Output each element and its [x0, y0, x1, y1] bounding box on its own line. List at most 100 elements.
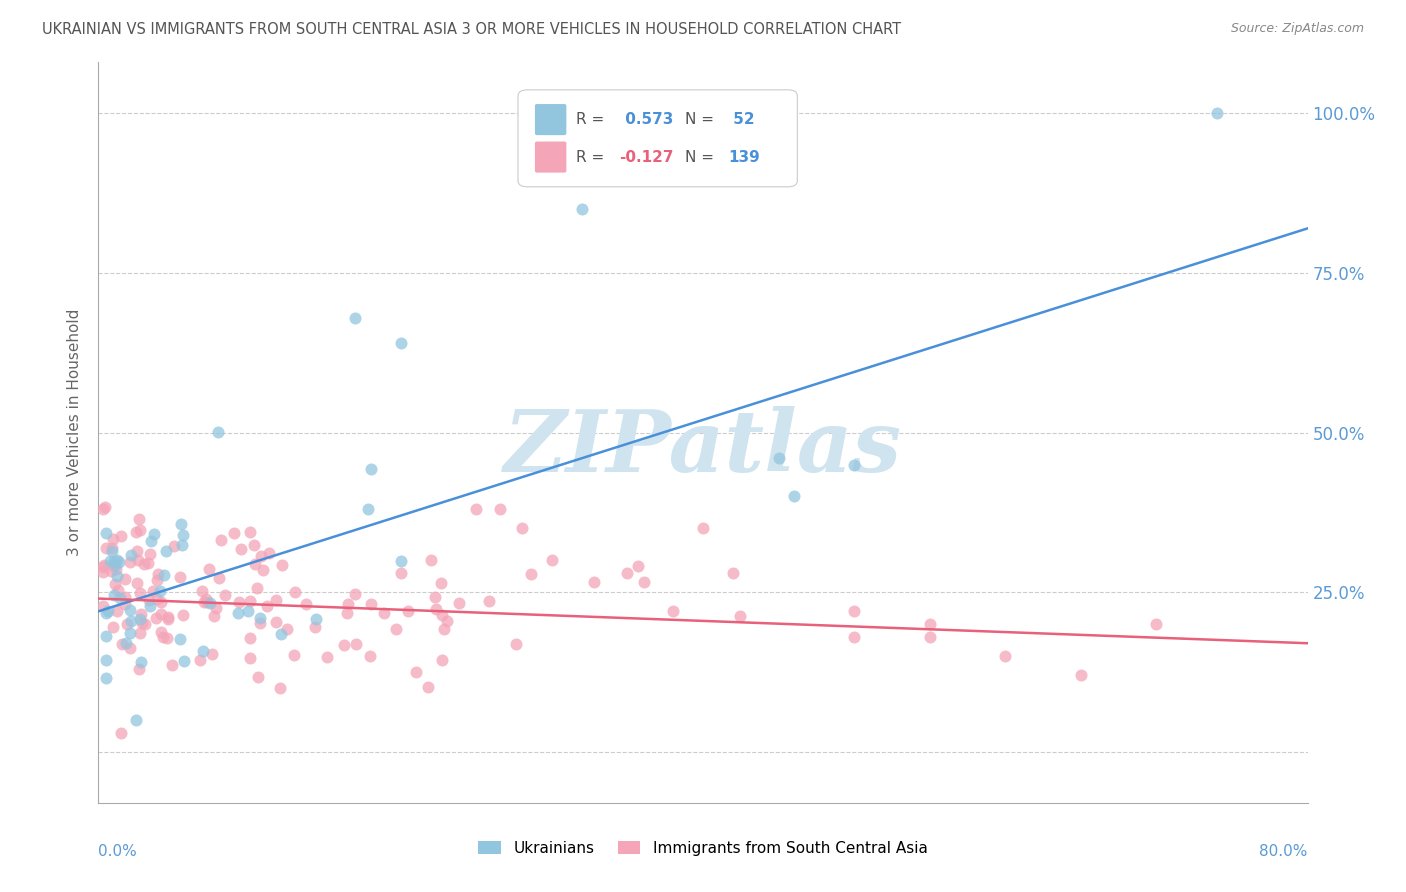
Point: [118, 603, 141, 617]
Point: [93, 500, 115, 515]
Point: [256, 599, 278, 614]
Point: [204, 601, 226, 615]
Point: [117, 616, 139, 631]
Point: [336, 597, 359, 611]
Point: [105, 604, 128, 618]
Text: Source: ZipAtlas.com: Source: ZipAtlas.com: [1230, 22, 1364, 36]
Text: ZIPatlas: ZIPatlas: [503, 406, 903, 489]
Point: [91, 501, 114, 516]
Point: [304, 620, 326, 634]
Point: [994, 648, 1017, 663]
Point: [91, 560, 114, 574]
Point: [129, 523, 152, 537]
Point: [510, 521, 533, 535]
Point: [436, 614, 458, 628]
Point: [478, 594, 501, 608]
Point: [207, 425, 229, 439]
Point: [118, 626, 141, 640]
Text: R =: R =: [576, 150, 609, 164]
Point: [202, 608, 225, 623]
Point: [246, 581, 269, 595]
Point: [129, 626, 152, 640]
Point: [169, 632, 191, 646]
Point: [198, 597, 221, 611]
Point: [136, 556, 159, 570]
Point: [103, 554, 125, 568]
Point: [101, 544, 124, 558]
Point: [120, 614, 142, 628]
Point: [107, 555, 129, 569]
Point: [228, 594, 250, 608]
Point: [94, 653, 117, 667]
Point: [360, 462, 382, 476]
Point: [783, 490, 806, 504]
Point: [128, 612, 150, 626]
Point: [91, 599, 114, 614]
Point: [633, 575, 655, 590]
Point: [138, 592, 160, 607]
Point: [125, 544, 148, 558]
Point: [844, 604, 866, 618]
Point: [209, 533, 232, 547]
Point: [170, 538, 193, 552]
Point: [103, 588, 125, 602]
Point: [259, 546, 281, 560]
Point: [270, 627, 292, 641]
Point: [269, 681, 291, 695]
Point: [239, 632, 262, 646]
Point: [153, 568, 176, 582]
Point: [156, 631, 179, 645]
Text: R =: R =: [576, 112, 609, 127]
Point: [110, 529, 132, 543]
Point: [156, 610, 179, 624]
Point: [226, 606, 249, 620]
Point: [264, 615, 287, 629]
Point: [120, 548, 142, 562]
Point: [152, 630, 174, 644]
Point: [128, 512, 150, 526]
Point: [139, 534, 162, 549]
Point: [111, 636, 134, 650]
Point: [146, 591, 169, 606]
Point: [243, 558, 266, 572]
Point: [169, 570, 191, 584]
Point: [239, 594, 262, 608]
FancyBboxPatch shape: [517, 90, 797, 186]
Point: [103, 620, 125, 634]
Point: [198, 562, 221, 576]
Point: [134, 617, 156, 632]
Point: [98, 554, 121, 568]
Point: [142, 526, 165, 541]
Point: [373, 607, 395, 621]
Point: [246, 670, 269, 684]
Point: [389, 336, 412, 351]
Point: [305, 612, 328, 626]
Point: [238, 604, 260, 618]
Point: [249, 611, 271, 625]
Point: [100, 541, 122, 556]
Point: [125, 525, 148, 540]
Point: [141, 583, 163, 598]
Point: [94, 629, 117, 643]
Point: [172, 607, 194, 622]
Point: [344, 636, 367, 650]
Point: [101, 533, 124, 547]
Point: [145, 611, 167, 625]
Point: [139, 547, 162, 561]
Point: [316, 649, 339, 664]
Point: [173, 654, 195, 668]
Point: [616, 566, 638, 580]
Point: [520, 567, 543, 582]
Point: [114, 636, 136, 650]
Point: [432, 653, 454, 667]
Point: [108, 591, 131, 605]
Point: [488, 501, 510, 516]
Point: [249, 616, 271, 631]
Point: [172, 528, 194, 542]
Point: [239, 525, 262, 540]
Text: 0.573: 0.573: [620, 112, 673, 127]
Point: [661, 604, 683, 618]
Point: [128, 662, 150, 676]
Point: [266, 593, 288, 607]
FancyBboxPatch shape: [534, 104, 567, 136]
